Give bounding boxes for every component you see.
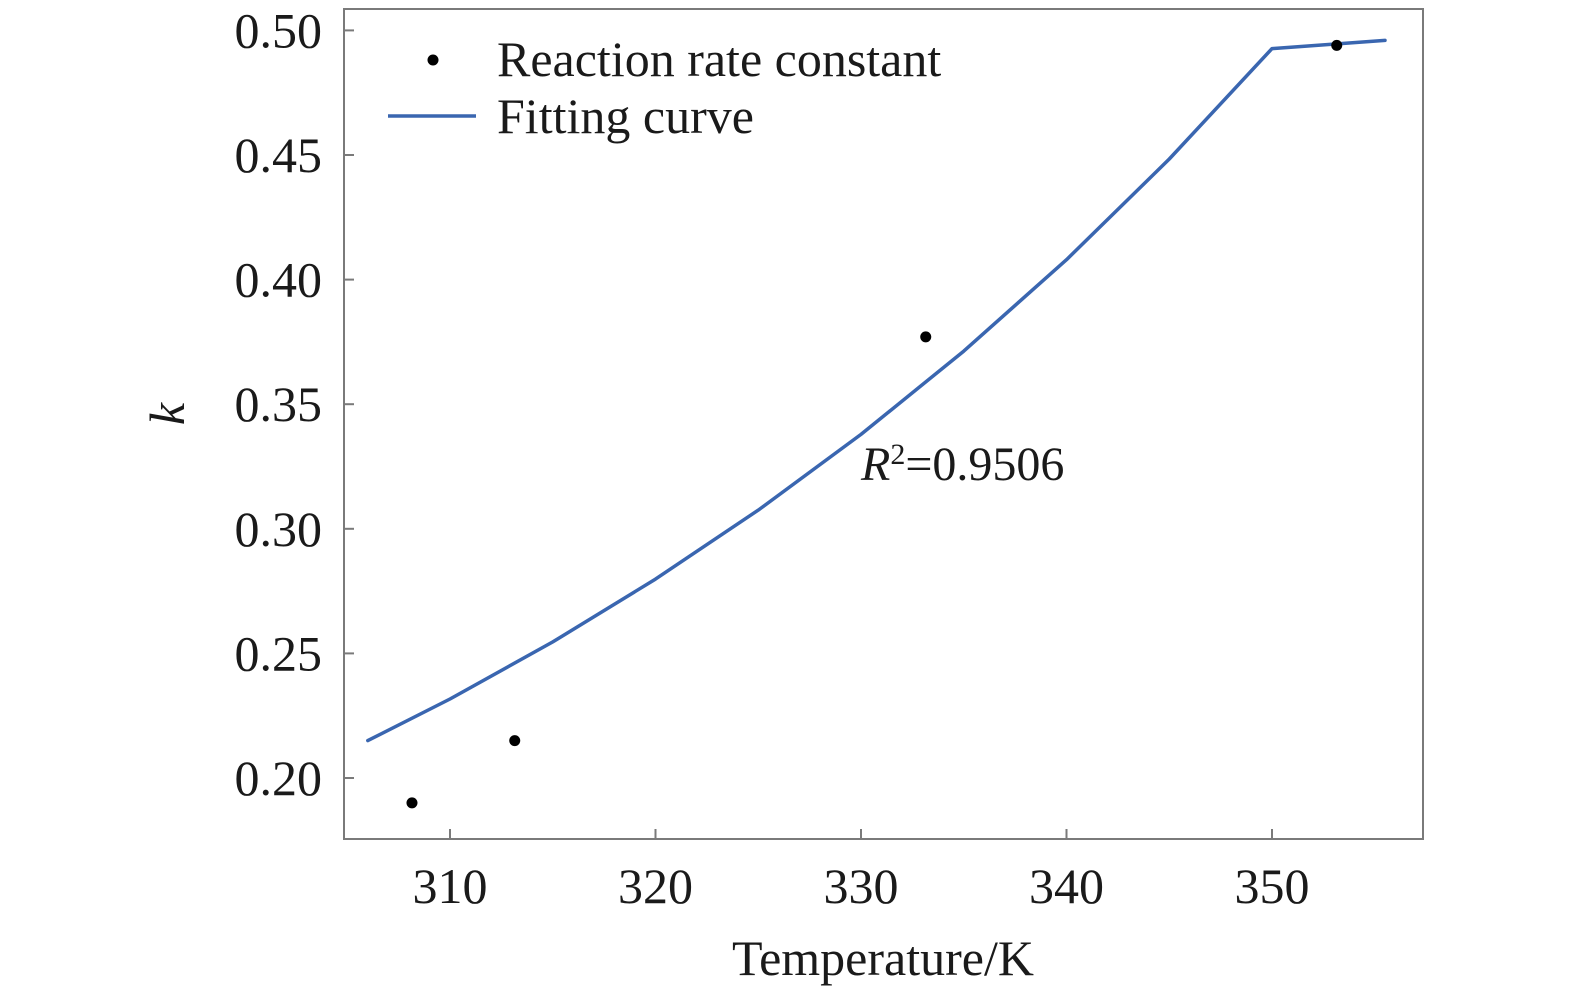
y-tick-label: 0.40 [235,252,323,308]
fitting-curve-line [366,38,1387,743]
y-axis-ticks: 0.20 0.25 0.30 0.35 0.40 0.45 0.50 [235,2,354,806]
r-superscript: 2 [890,438,905,471]
data-point [920,331,932,343]
plot-frame [343,8,1424,840]
x-tick-label: 340 [1029,858,1104,914]
legend-marker-dot [427,54,439,66]
x-tick-label: 310 [413,858,488,914]
y-tick-label: 0.30 [235,501,323,557]
x-axis-title: Temperature/K [732,930,1034,986]
data-points-layer [406,39,1343,809]
r-squared-annotation: R2=0.9506 [860,438,1064,491]
legend: Reaction rate constant Fitting curve [388,31,941,144]
data-point [509,735,521,747]
y-tick-label: 0.45 [235,127,323,183]
r-symbol: R [860,438,890,491]
fitting-curve-layer [366,38,1387,743]
r-squared-value: =0.9506 [905,438,1064,491]
y-tick-label: 0.50 [235,2,323,58]
y-axis-title: k [139,402,195,425]
legend-label-curve: Fitting curve [497,88,754,144]
x-tick-label: 320 [618,858,693,914]
data-point [1331,39,1343,51]
legend-label-points: Reaction rate constant [497,31,941,87]
y-tick-label: 0.25 [235,625,323,681]
x-axis-ticks: 310 320 330 340 350 [413,829,1310,914]
y-tick-label: 0.20 [235,750,323,806]
y-tick-label: 0.35 [235,376,323,432]
x-tick-label: 350 [1235,858,1310,914]
x-tick-label: 330 [824,858,899,914]
data-point [406,797,418,809]
